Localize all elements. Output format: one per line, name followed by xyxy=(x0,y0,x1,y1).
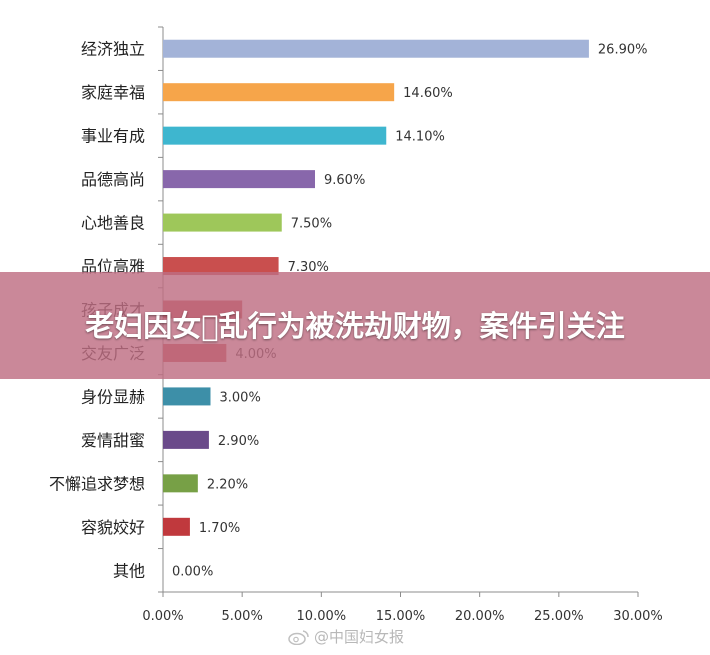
bar xyxy=(163,387,211,406)
category-label: 事业有成 xyxy=(81,127,145,146)
bar xyxy=(163,126,387,145)
value-label: 26.90% xyxy=(598,43,648,58)
category-label: 品位高雅 xyxy=(81,257,145,276)
x-tick-label: 10.00% xyxy=(297,609,347,624)
category-label: 爱情甜蜜 xyxy=(81,431,145,450)
bar xyxy=(163,83,395,102)
category-label: 身份显赫 xyxy=(81,387,145,406)
category-label: 家庭幸福 xyxy=(81,83,145,102)
x-tick-label: 30.00% xyxy=(613,609,663,624)
category-label: 经济独立 xyxy=(81,40,145,59)
category-label: 容貌姣好 xyxy=(81,518,145,537)
bar xyxy=(163,257,279,276)
bar xyxy=(163,170,315,189)
bar xyxy=(163,517,190,536)
value-label: 3.00% xyxy=(220,390,261,405)
category-label: 不懈追求梦想 xyxy=(49,474,145,493)
bar xyxy=(163,39,589,58)
value-label: 9.60% xyxy=(324,173,365,188)
watermark-text: @中国妇女报 xyxy=(314,628,405,646)
bar xyxy=(163,474,198,493)
x-tick-label: 15.00% xyxy=(376,609,426,624)
value-label: 14.10% xyxy=(395,130,445,145)
bar xyxy=(163,430,209,449)
value-label: 0.00% xyxy=(172,564,213,579)
x-tick-label: 20.00% xyxy=(455,609,505,624)
bar xyxy=(163,213,282,232)
value-label: 14.60% xyxy=(403,86,453,101)
x-tick-label: 5.00% xyxy=(222,609,263,624)
x-tick-label: 0.00% xyxy=(142,609,183,624)
value-label: 7.30% xyxy=(288,260,329,275)
category-label: 品德高尚 xyxy=(81,170,145,189)
value-label: 7.50% xyxy=(291,217,332,232)
value-label: 1.70% xyxy=(199,521,240,536)
x-tick-label: 25.00% xyxy=(534,609,584,624)
watermark: @中国妇女报 xyxy=(288,626,404,647)
headline-text: 老妇因女 乱行为被洗劫财物，案件引关注 xyxy=(85,308,625,343)
category-label: 其他 xyxy=(113,561,145,580)
value-label: 2.90% xyxy=(218,434,259,449)
category-label: 心地善良 xyxy=(81,214,145,233)
weibo-icon xyxy=(288,629,309,645)
value-label: 2.20% xyxy=(207,477,248,492)
headline-banner: 老妇因女 乱行为被洗劫财物，案件引关注 xyxy=(0,272,710,379)
